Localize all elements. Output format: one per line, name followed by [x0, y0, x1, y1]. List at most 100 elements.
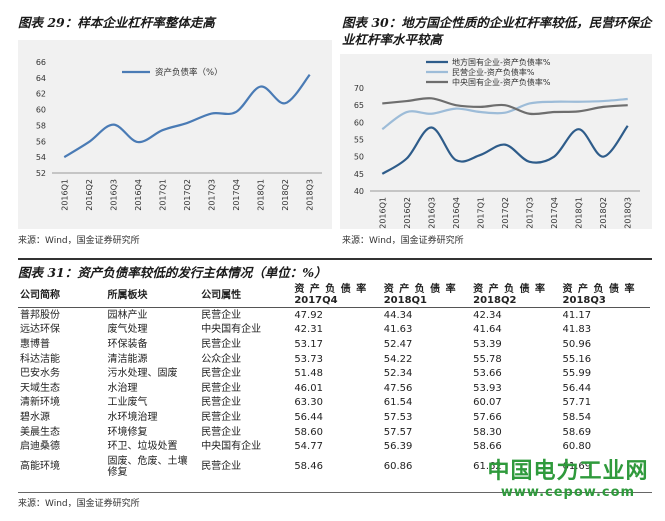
col-2017q4-period: 2017Q4 [294, 295, 338, 306]
fig29-x-tick-label: 2018Q2 [281, 179, 290, 211]
fig29-line-chart: 52 54 56 58 60 62 64 66 2016Q1 2016Q2 2016Q3 2016Q4… [36, 58, 322, 211]
cell-ownership: 民营企业 [201, 309, 242, 321]
cell-2018q2: 53.93 [473, 382, 502, 394]
fig29-x-tick-label: 2016Q3 [109, 179, 118, 211]
table-row: 科达洁能 清洁能源 公众企业 53.73 54.22 55.78 55.16 [18, 352, 650, 367]
cell-ownership: 中央国有企业 [201, 324, 262, 336]
cell-sector: 清洁能源 [107, 353, 148, 365]
cell-2018q1: 56.39 [383, 441, 413, 453]
table-row: 启迪桑德 环卫、垃圾处置 中央国有企业 54.77 56.39 58.66 60.80 [18, 439, 650, 454]
cell-2018q2: 57.66 [473, 411, 502, 423]
fig29-chart-panel: 52 54 56 58 60 62 64 66 2016Q1 2016Q2 2016Q3 2016Q4… [18, 40, 332, 229]
fig30-x-tick-label: 2017Q2 [501, 197, 510, 229]
fig30-x-tick-label: 2018Q3 [624, 197, 633, 229]
fig30-x-tick-label: 2017Q3 [526, 197, 535, 229]
cell-2018q3: 56.44 [562, 382, 592, 394]
table-row: 巴安水务 污水处理、固废 民营企业 51.48 52.34 53.66 55.99 [18, 366, 650, 381]
fig29-y-tick-label: 60 [36, 106, 46, 115]
cell-2018q2: 42.34 [473, 309, 502, 321]
cell-2018q3: 41.83 [562, 324, 592, 336]
col-2017q4: 资 产 负 债 率 2017Q4 [292, 283, 382, 308]
cell-2017q4: 53.17 [294, 338, 323, 350]
fig30-source: 来源：Wind，国金证券研究所 [342, 236, 464, 246]
table-row: 高能环境 固废、危废、土壤修复 民营企业 58.46 60.86 61.62 61.69 [18, 454, 650, 480]
fig29-x-tick-label: 2016Q2 [85, 179, 94, 211]
cell-2018q3: 55.16 [562, 353, 592, 365]
fig29-y-tick-label: 58 [36, 121, 46, 130]
fig29-x-tick-label: 2016Q4 [134, 179, 143, 211]
cell-2018q1: 54.22 [383, 353, 413, 365]
fig30-x-tick-label: 2017Q4 [550, 197, 559, 229]
cell-company: 远达环保 [20, 324, 60, 336]
col-company: 公司简称 [18, 283, 106, 308]
col-2018q3-period: 2018Q3 [562, 295, 606, 306]
cell-2018q2: 58.30 [473, 426, 502, 438]
fig29-series-line-0 [63, 73, 311, 159]
fig30-y-tick-label: 50 [354, 153, 364, 162]
cell-2018q3: 50.96 [562, 338, 592, 350]
fig29-x-tick-label: 2017Q4 [232, 179, 241, 211]
watermark-cn: 中国电力工业网 [487, 459, 649, 484]
cell-company: 碧水源 [20, 411, 50, 423]
fig30-series-line-0 [381, 125, 629, 175]
cell-2018q3: 61.69 [562, 461, 592, 473]
cell-company: 巴安水务 [20, 368, 60, 380]
fig29-legend: 资产负债率（%） [122, 67, 223, 78]
cell-2018q2: 53.39 [473, 338, 502, 350]
fig29-y-tick-label: 56 [36, 137, 46, 146]
fig30-x-tick-label: 2016Q3 [427, 197, 436, 229]
cell-2017q4: 51.48 [294, 368, 323, 380]
fig31-source: 来源：Wind，国金证券研究所 [18, 499, 140, 509]
cell-ownership: 民营企业 [201, 382, 242, 394]
cell-company: 惠博普 [20, 338, 50, 350]
cell-sector: 废气处理 [107, 324, 148, 336]
cell-2018q1: 44.34 [383, 309, 413, 321]
fig29-y-tick-label: 64 [36, 74, 46, 83]
col-2018q2-top: 资 产 负 债 率 [473, 284, 547, 295]
cell-2017q4: 56.44 [294, 411, 323, 423]
cell-2018q3: 57.71 [562, 397, 592, 409]
fig30-x-tick-label: 2016Q1 [378, 197, 387, 229]
cell-2018q2: 58.66 [473, 441, 502, 453]
cell-company: 普邦股份 [20, 309, 60, 321]
cell-sector: 环境修复 [107, 426, 148, 438]
fig30-x-tick-label: 2016Q4 [452, 197, 461, 229]
cell-2017q4: 42.31 [294, 324, 323, 336]
fig30-x-tick-label: 2016Q2 [403, 197, 412, 229]
fig31-title: 图表 31：资产负债率较低的发行主体情况（单位：%） [18, 265, 327, 280]
cell-ownership: 民营企业 [201, 411, 242, 423]
col-2018q1-top: 资 产 负 债 率 [383, 284, 457, 295]
cell-ownership: 中央国有企业 [201, 441, 262, 453]
cell-sector: 环卫、垃圾处置 [107, 441, 178, 453]
col-2018q3-top: 资 产 负 债 率 [562, 284, 636, 295]
cell-2018q2: 60.07 [473, 397, 502, 409]
table-row: 惠博普 环保装备 民营企业 53.17 52.47 53.39 50.96 [18, 337, 650, 352]
fig30-legend-label: 民营企业-资产负债率% [452, 67, 535, 77]
cell-2018q1: 41.63 [383, 324, 413, 336]
cell-company: 科达洁能 [20, 353, 60, 365]
fig29-x-tick-label: 2016Q1 [60, 179, 69, 211]
fig30-y-tick-label: 40 [354, 187, 364, 196]
cell-2018q2: 55.78 [473, 353, 502, 365]
fig29-x-tick-label: 2018Q3 [306, 179, 315, 211]
fig30-legend: 地方国有企业-资产负债率%民营企业-资产负债率%中央国有企业-资产负债率% [426, 57, 551, 87]
fig30-y-tick-label: 55 [354, 136, 364, 145]
fig31-table: 公司简称 所属板块 公司属性 资 产 负 债 率 2017Q4 资 产 负 债 率… [18, 283, 650, 480]
cell-sector: 工业废气 [107, 397, 148, 409]
cell-sector: 水治理 [107, 382, 138, 394]
cell-2018q1: 57.53 [383, 411, 413, 423]
cell-2018q2: 41.64 [473, 324, 502, 336]
cell-2018q3: 41.17 [562, 309, 592, 321]
cell-2018q3: 60.80 [562, 441, 592, 453]
cell-2017q4: 58.46 [294, 461, 323, 473]
col-2018q2-period: 2018Q2 [473, 295, 517, 306]
cell-2017q4: 58.60 [294, 426, 323, 438]
cell-2017q4: 53.73 [294, 353, 323, 365]
cell-ownership: 民营企业 [201, 397, 242, 409]
table-row: 远达环保 废气处理 中央国有企业 42.31 41.63 41.64 41.83 [18, 323, 650, 338]
fig29-legend-label: 资产负债率（%） [155, 67, 223, 78]
cell-2018q3: 58.69 [562, 426, 592, 438]
col-2017q4-top: 资 产 负 债 率 [294, 284, 368, 295]
cell-sector: 固废、危废、土壤修复 [107, 455, 188, 478]
cell-sector: 环保装备 [107, 338, 148, 350]
